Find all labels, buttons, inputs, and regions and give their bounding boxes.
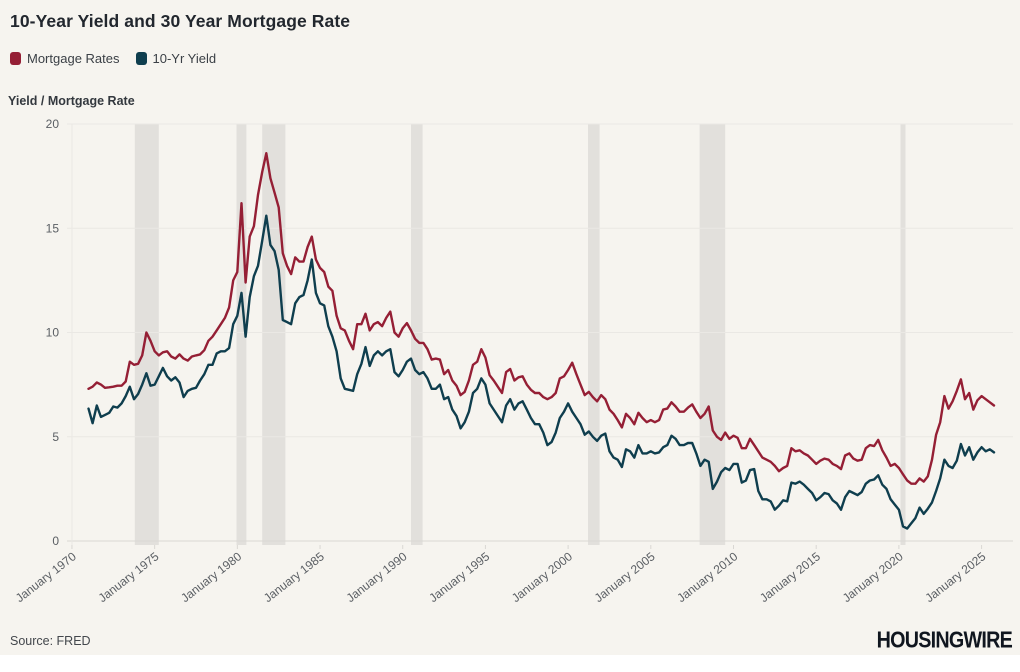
y-tick-label: 5 bbox=[52, 430, 59, 444]
x-tick-label: January 2020 bbox=[840, 549, 906, 605]
x-tick-label: January 2010 bbox=[674, 549, 740, 605]
series-line-mortgage-rates bbox=[87, 151, 996, 485]
y-tick-label: 20 bbox=[46, 117, 60, 131]
source-text: Source: FRED bbox=[10, 634, 91, 648]
10yr-yield-swatch-icon bbox=[135, 52, 147, 65]
x-tick-label: January 1970 bbox=[13, 549, 79, 605]
y-axis-title: Yield / Mortgage Rate bbox=[8, 94, 135, 108]
legend-label: Mortgage Rates bbox=[27, 51, 120, 66]
legend-label: 10-Yr Yield bbox=[152, 51, 217, 66]
mortgage-rates-swatch-icon bbox=[10, 52, 21, 65]
x-tick-label: January 1995 bbox=[426, 549, 492, 605]
recession-band bbox=[236, 124, 247, 545]
x-tick-label: January 1985 bbox=[261, 549, 327, 605]
y-tick-label: 10 bbox=[46, 326, 60, 340]
y-tick-label: 0 bbox=[52, 534, 59, 548]
series-line-10-yr-yield bbox=[87, 214, 996, 530]
x-tick-label: January 1990 bbox=[344, 549, 410, 605]
x-tick-label: January 1980 bbox=[178, 549, 244, 605]
recession-band bbox=[588, 124, 600, 545]
chart-title: 10-Year Yield and 30 Year Mortgage Rate bbox=[10, 11, 351, 31]
chart-legend: Mortgage Rates 10-Yr Yield bbox=[10, 51, 216, 66]
x-tick-label: January 2005 bbox=[592, 549, 658, 605]
x-tick-label: January 2025 bbox=[922, 549, 988, 605]
housingwire-logo[interactable]: HOUSINGWIRE bbox=[876, 628, 1013, 653]
legend-item-mortgage-rates: Mortgage Rates bbox=[10, 51, 120, 66]
x-tick-label: January 1975 bbox=[96, 549, 162, 605]
bottom-strip bbox=[0, 655, 1020, 672]
y-tick-label: 15 bbox=[46, 221, 60, 235]
recession-band bbox=[411, 124, 423, 545]
legend-item-10yr-yield: 10-Yr Yield bbox=[135, 51, 217, 66]
x-tick-label: January 2000 bbox=[509, 549, 575, 605]
recession-band bbox=[900, 124, 906, 545]
x-tick-label: January 2015 bbox=[757, 549, 823, 605]
